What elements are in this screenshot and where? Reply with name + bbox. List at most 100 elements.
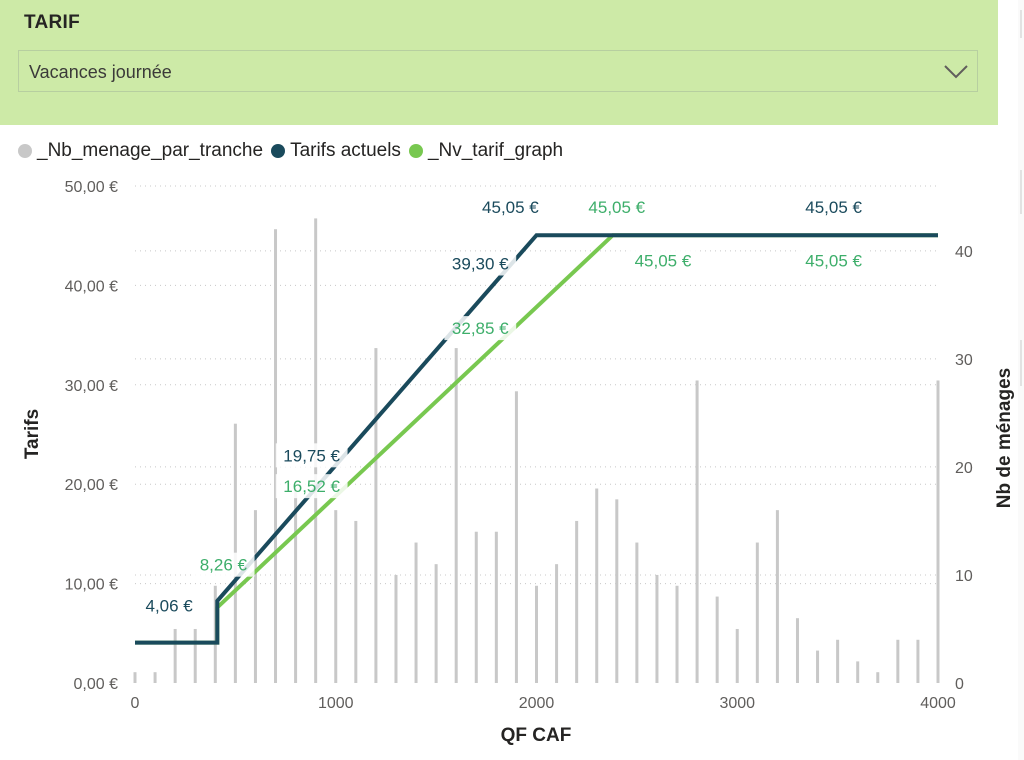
bar xyxy=(294,488,298,683)
y2-tick-label: 0 xyxy=(955,676,964,693)
bar xyxy=(695,380,699,683)
line-tarifs-actuels xyxy=(135,233,938,645)
y-tick-label: 10,00 € xyxy=(65,577,118,594)
data-labels: 4,06 € 8,26 € 19,75 € 16,52 € 39,30 € 32,85 €… xyxy=(137,194,870,618)
bar xyxy=(816,650,820,683)
bar xyxy=(535,585,538,683)
bar xyxy=(193,628,197,683)
data-label-bg xyxy=(474,194,547,219)
x-axis-title: QF CAF xyxy=(501,725,572,746)
y-tick-label: 0,00 € xyxy=(74,676,119,693)
legend-marker xyxy=(271,144,286,158)
bar xyxy=(334,510,338,683)
bar xyxy=(715,596,719,683)
bar xyxy=(253,510,257,683)
data-label: 45,05 € xyxy=(805,198,862,217)
data-label: 45,05 € xyxy=(635,252,692,271)
y2-tick-label: 30 xyxy=(955,352,973,369)
data-label: 45,05 € xyxy=(805,252,862,271)
data-label: 45,05 € xyxy=(482,198,539,217)
bar xyxy=(474,531,478,683)
bar xyxy=(936,380,940,683)
bar xyxy=(173,628,177,683)
x-tick-label: 3000 xyxy=(719,695,755,712)
data-label-bg xyxy=(444,251,517,276)
bar xyxy=(916,639,920,683)
data-label-bg xyxy=(797,248,870,273)
bar xyxy=(454,348,458,683)
y2-tick-label: 40 xyxy=(955,244,973,261)
data-label-bg xyxy=(192,552,255,577)
slicer-title: TARIF xyxy=(24,12,81,33)
bar xyxy=(795,618,799,683)
legend-label: _Nb_menage_par_tranche xyxy=(37,140,264,161)
legend-label: _Nv_tarif_graph xyxy=(427,140,564,161)
data-label: 39,30 € xyxy=(452,254,509,273)
data-label: 19,75 € xyxy=(283,446,340,465)
bar xyxy=(836,639,840,683)
legend-marker xyxy=(408,144,423,158)
bar xyxy=(615,499,619,683)
y2-tick-label: 20 xyxy=(955,460,973,477)
bar-series xyxy=(133,218,940,684)
tarif-chart: 4,06 € 8,26 € 19,75 € 16,52 € 39,30 € 32,85 €… xyxy=(22,179,1015,746)
data-label: 32,85 € xyxy=(452,319,509,338)
data-label: 8,26 € xyxy=(200,556,248,575)
data-label-bg xyxy=(444,316,517,341)
bar xyxy=(354,520,358,683)
x-tick-label: 1000 xyxy=(318,695,354,712)
data-label-bg xyxy=(275,443,348,468)
bar xyxy=(675,585,679,683)
tarif-dropdown[interactable]: Vacances journée xyxy=(18,50,978,92)
bar xyxy=(575,520,579,683)
y2-tick-label: 10 xyxy=(955,568,973,585)
bar xyxy=(635,542,639,683)
bar xyxy=(655,574,659,683)
bar xyxy=(555,564,559,683)
y-axis-title: Tarifs xyxy=(22,409,43,459)
data-label: 4,06 € xyxy=(145,596,193,615)
axes: 0,00 € 10,00 € 20,00 € 30,00 € 40,00 € 50,00 … xyxy=(22,179,1015,746)
bar xyxy=(775,510,779,683)
y-tick-label: 50,00 € xyxy=(65,179,118,196)
bar xyxy=(876,672,880,683)
dropdown-selected-value: Vacances journée xyxy=(29,62,172,82)
bar xyxy=(494,531,498,683)
scrollbar-edge xyxy=(1018,0,1024,760)
bar xyxy=(374,348,378,683)
line-series xyxy=(135,233,938,645)
legend-marker xyxy=(18,144,32,158)
y-tick-label: 20,00 € xyxy=(65,477,118,494)
chevron-down-icon[interactable] xyxy=(943,59,969,88)
bar xyxy=(394,574,398,683)
y-tick-label: 30,00 € xyxy=(65,378,118,395)
data-label-bg xyxy=(627,248,699,273)
legend-item-nb-menage[interactable]: _Nb_menage_par_tranche xyxy=(18,140,263,162)
legend-item-nv-tarif[interactable]: _Nv_tarif_graph xyxy=(408,140,564,162)
bar xyxy=(755,542,759,683)
bar xyxy=(896,639,900,683)
y2-axis-title: Nb de ménages xyxy=(994,368,1015,508)
data-label-bg xyxy=(797,194,870,219)
data-label: 16,52 € xyxy=(283,477,340,496)
bar xyxy=(274,229,278,683)
bar xyxy=(133,672,137,683)
legend-item-tarifs-actuels[interactable]: Tarifs actuels xyxy=(271,140,401,162)
x-tick-label: 2000 xyxy=(519,695,555,712)
bar xyxy=(595,488,599,683)
x-tick-label: 4000 xyxy=(920,695,956,712)
data-label-bg xyxy=(137,593,201,618)
chart-legend: _Nb_menage_par_tranche Tarifs actuels _N… xyxy=(18,138,571,164)
data-label-bg xyxy=(275,474,348,499)
x-tick-label: 0 xyxy=(131,695,140,712)
bar xyxy=(414,542,418,683)
tarif-slicer: TARIF Vacances journée xyxy=(0,0,998,125)
bar xyxy=(514,391,518,683)
data-label-bg xyxy=(580,194,653,219)
data-label: 45,05 € xyxy=(588,198,645,217)
bar xyxy=(153,672,157,683)
bar xyxy=(856,661,860,683)
y-tick-label: 40,00 € xyxy=(65,278,118,295)
bar xyxy=(213,585,217,683)
bar xyxy=(735,628,739,683)
